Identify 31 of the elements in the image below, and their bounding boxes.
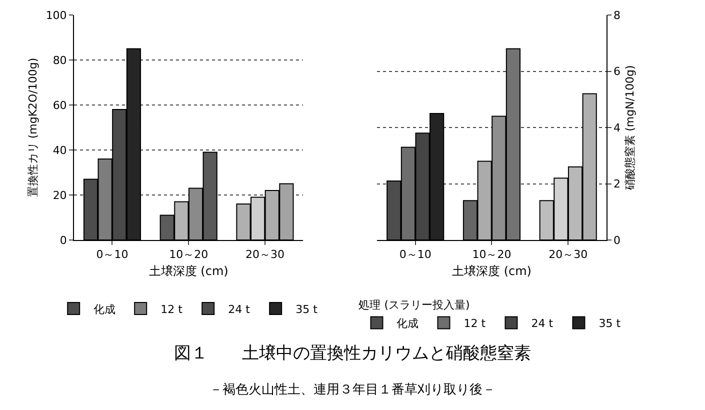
legend-label: 24 t [531, 317, 554, 330]
y-tick-label: 80 [52, 54, 67, 67]
y2-tick-label: 0 [614, 234, 620, 247]
x-tick-label: 10～20 [169, 248, 208, 262]
x-tick-label: 10～20 [472, 248, 512, 262]
y2-tick-label: 4 [614, 121, 620, 134]
text: 図１ 土壌中の置換性カリウムと硝酸態窒素 [174, 343, 531, 364]
x-tick-label: 20～30 [548, 248, 588, 262]
y-tick-label: 40 [52, 144, 67, 157]
x-axis-title: 土壌深度 (cm) [148, 264, 228, 278]
legend-label: 35 t [598, 317, 622, 330]
y2-axis-title: 硝酸態窒素 (mgN/100g) [624, 65, 637, 191]
legend-title: 処理 (スラリー投入量) [358, 298, 470, 312]
legend-label: 12 t [160, 302, 184, 316]
y-tick-label: 20 [52, 188, 67, 202]
legend-label: 化成 [94, 302, 116, 316]
y2-tick-label: 2 [614, 178, 620, 191]
x-tick-label: 20～30 [245, 248, 284, 262]
x-tick-label: 0～10 [96, 248, 128, 262]
legend-label: 24 t [228, 302, 251, 316]
x-axis-title: 土壌深度 (cm) [452, 264, 532, 278]
legend-label: 35 t [296, 302, 318, 316]
y2-tick-label: 8 [614, 8, 620, 22]
y-tick-label: 100 [46, 8, 67, 22]
legend-label: 化成 [396, 317, 419, 330]
x-tick-label: 0～10 [399, 248, 432, 262]
y-axis-title: 置換性カリ (mgK2O/100g) [26, 58, 40, 198]
y2-tick-label: 6 [614, 65, 620, 78]
y-tick-label: 60 [52, 98, 67, 112]
text: －褐色火山性土、連用３年目１番草刈り取り後－ [210, 382, 496, 398]
y-tick-label: 0 [60, 234, 67, 247]
